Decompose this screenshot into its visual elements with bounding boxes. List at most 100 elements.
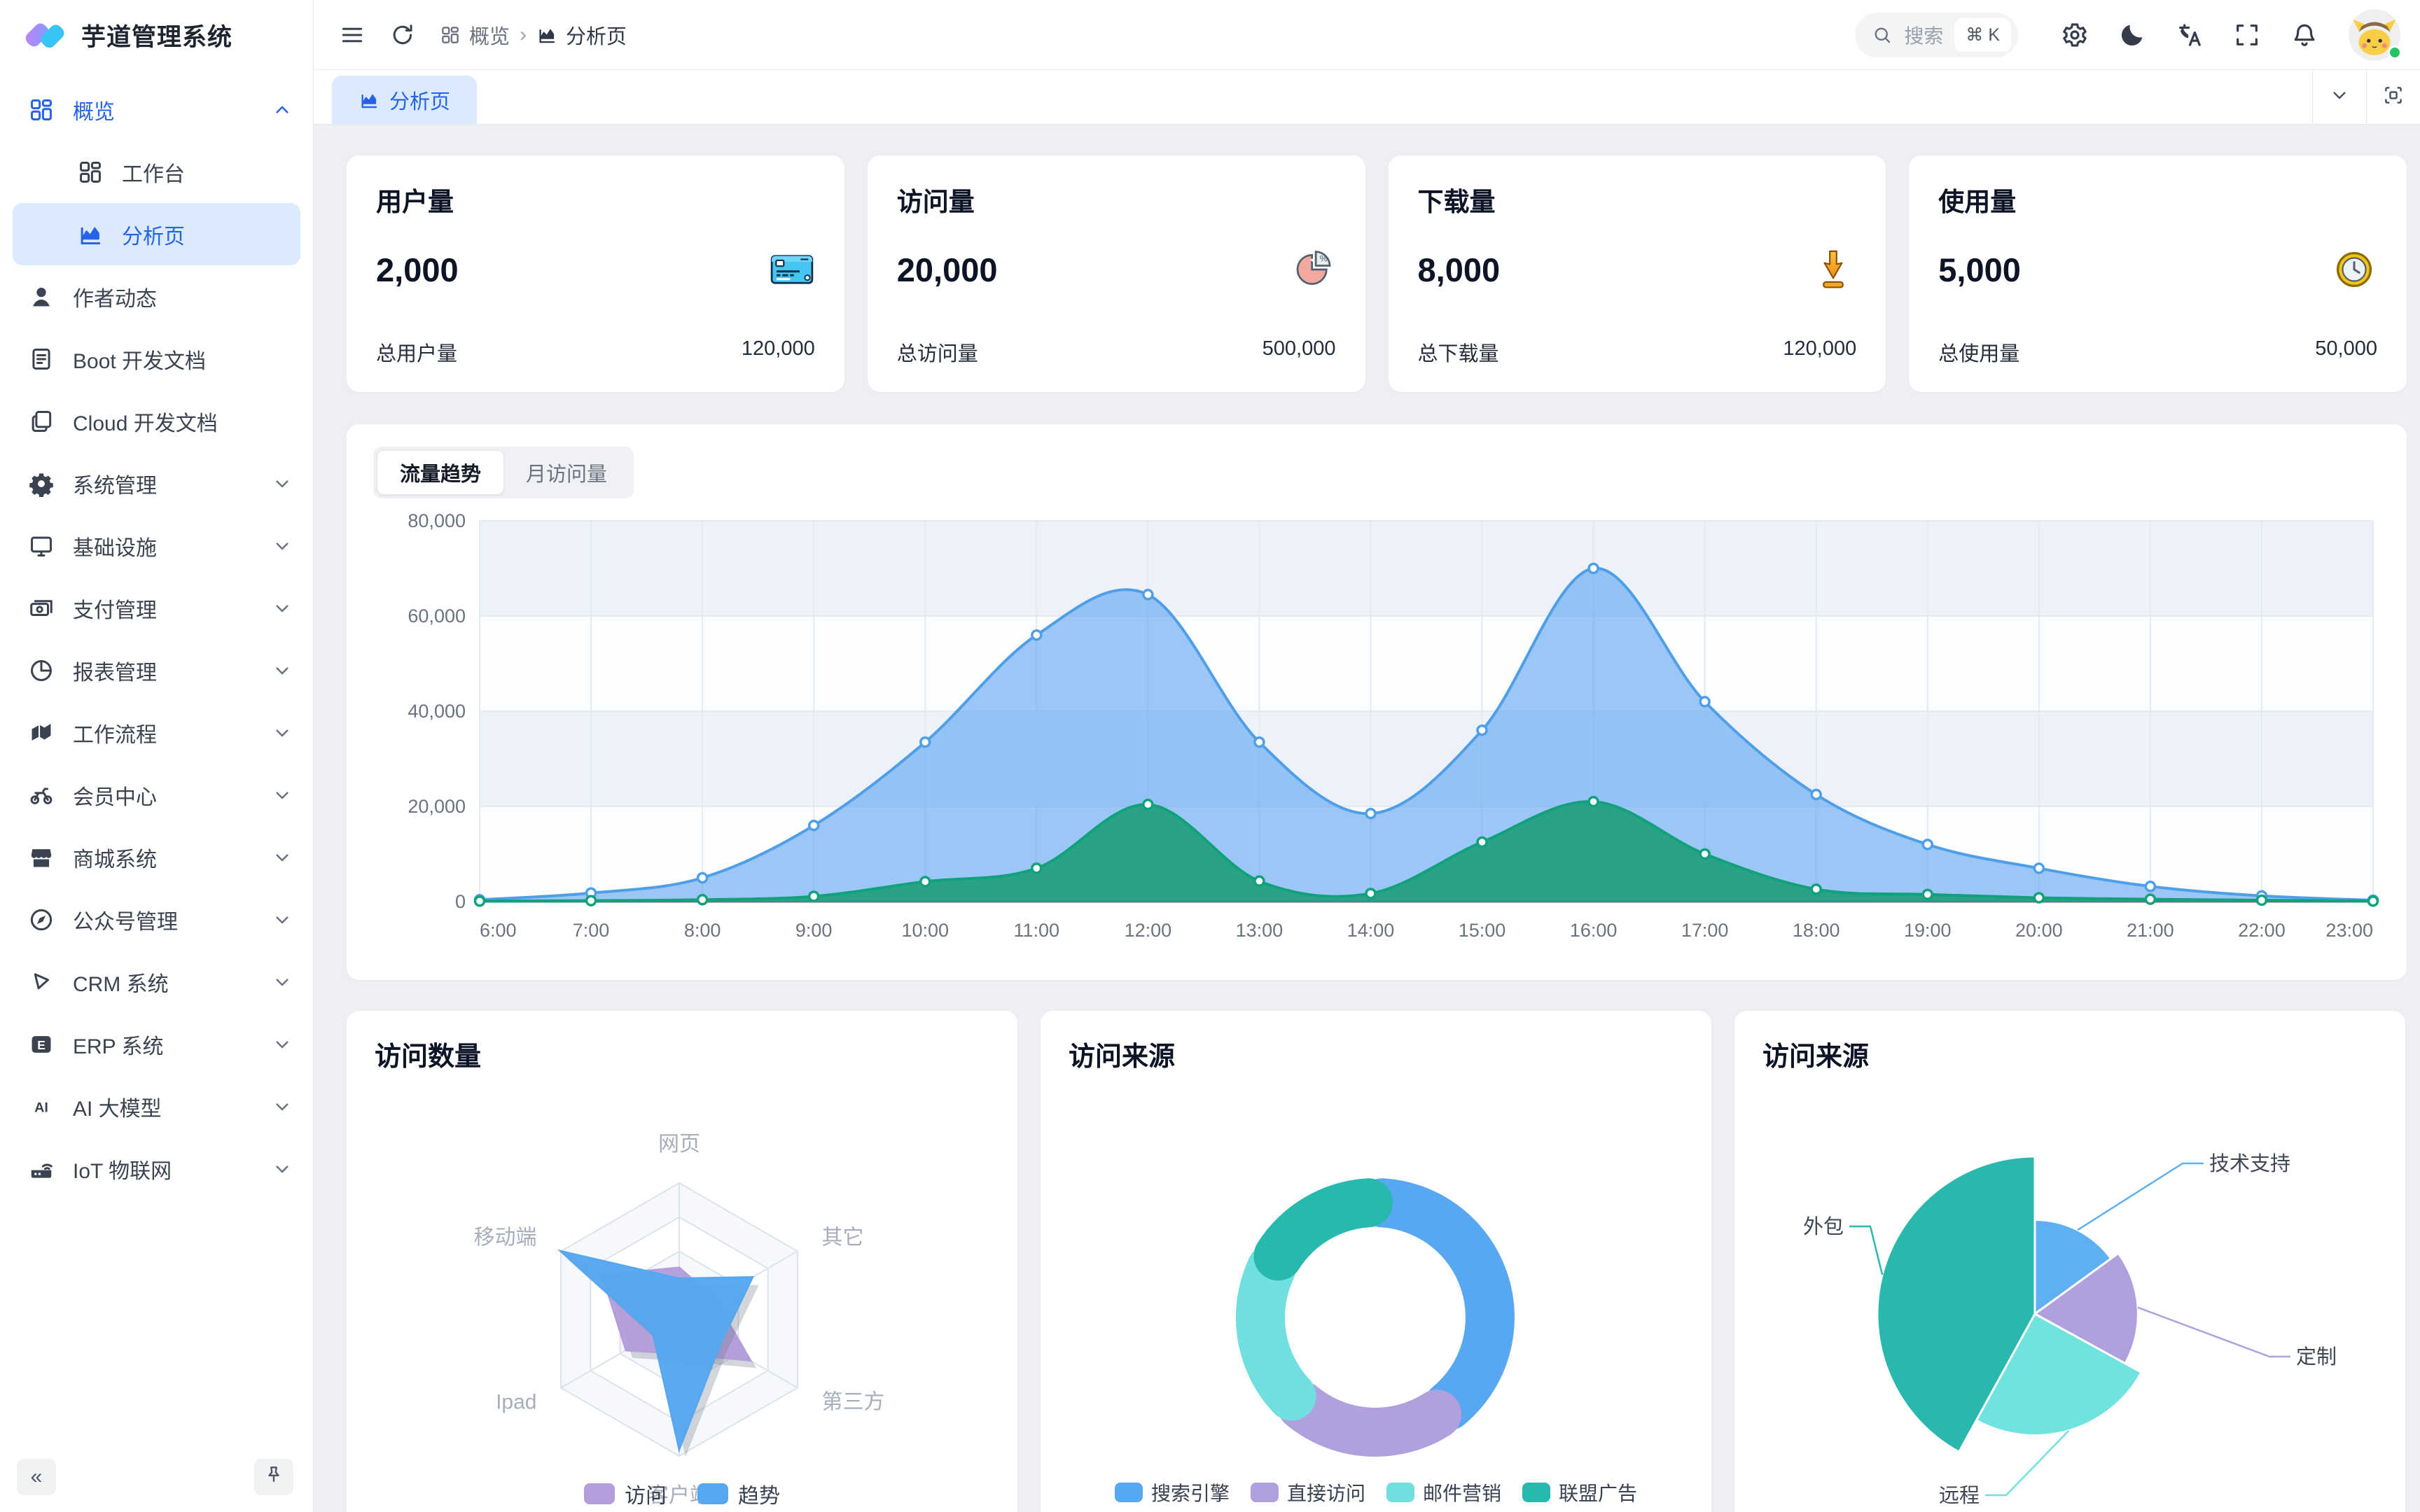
traffic-trend-chart[interactable]: 0 20,000 40,000 60,000 80,000 6:00 7:00 8:00 9:0… <box>376 505 2380 962</box>
svg-text:网页: 网页 <box>658 1133 700 1156</box>
ai-icon: AI <box>28 1093 55 1120</box>
svg-text:远程: 远程 <box>1939 1485 1980 1507</box>
chevron-down-icon <box>271 971 293 993</box>
sidebar-collapse-button[interactable]: « <box>17 1459 56 1495</box>
svg-text:12:00: 12:00 <box>1125 920 1172 941</box>
sidebar-item-12[interactable]: 商城系统 <box>0 826 313 888</box>
visit-count-radar-chart[interactable]: 网页 其它 第三方 客户端 Ipad 移动端 <box>347 1011 1017 1512</box>
download-icon <box>1810 246 1856 293</box>
erp-icon: E <box>28 1031 55 1058</box>
content-fullscreen-button[interactable] <box>2366 70 2420 124</box>
radar-legend-item-1[interactable]: 趋势 <box>697 1478 780 1509</box>
sidebar-item-2[interactable]: 分析页 <box>13 203 300 265</box>
svg-text:14:00: 14:00 <box>1347 920 1395 941</box>
sidebar-item-label: CRM 系统 <box>73 972 169 996</box>
visit-source-donut-chart[interactable] <box>1041 1011 1711 1512</box>
refresh-icon[interactable] <box>389 22 416 48</box>
sidebar-pin-button[interactable] <box>254 1459 293 1495</box>
sidebar-item-7[interactable]: 基础设施 <box>0 514 313 577</box>
sidebar-item-0[interactable]: 概览 <box>0 78 313 141</box>
svg-text:6:00: 6:00 <box>480 920 517 941</box>
breadcrumb-item-overview[interactable]: 概览 <box>440 20 510 50</box>
sidebar-item-15[interactable]: E ERP 系统 <box>0 1013 313 1075</box>
sidebar-item-label: 概览 <box>73 100 115 124</box>
tab-analysis[interactable]: 分析页 <box>332 76 478 124</box>
expand-content-icon <box>2382 84 2405 110</box>
donut-legend-item-0[interactable]: 搜索引擎 <box>1114 1478 1230 1506</box>
flow-icon <box>28 720 55 746</box>
app-logo[interactable]: 芋道管理系统 <box>0 0 313 70</box>
sidebar-item-10[interactable]: 工作流程 <box>0 701 313 764</box>
stats-row: 用户量 2,000 总用户量 120,000 访问量 20,000% 总访问量 500,000… <box>347 155 2407 392</box>
grid-icon <box>77 159 104 186</box>
chevron-down-icon <box>271 659 293 682</box>
language-translate-icon[interactable] <box>2176 21 2204 49</box>
sidebar-item-label: 会员中心 <box>73 785 157 809</box>
sidebar-item-6[interactable]: 系统管理 <box>0 452 313 514</box>
legend-label: 邮件营销 <box>1423 1483 1502 1504</box>
avatar[interactable] <box>2349 8 2402 61</box>
svg-text:40,000: 40,000 <box>408 701 466 722</box>
gear-icon <box>28 470 55 497</box>
svg-text:8:00: 8:00 <box>684 920 721 941</box>
sidebar-footer: « <box>0 1459 313 1501</box>
svg-text:20:00: 20:00 <box>2015 920 2063 941</box>
chevron-down-icon <box>271 1158 293 1180</box>
notifications-bell-icon[interactable] <box>2290 21 2318 49</box>
stat-footer-label: 总使用量 <box>1938 343 2020 365</box>
sidebar-item-5[interactable]: Cloud 开发文档 <box>0 390 313 452</box>
svg-text:20,000: 20,000 <box>408 796 466 817</box>
search-icon <box>1872 24 1893 46</box>
sidebar-item-label: Cloud 开发文档 <box>73 412 218 435</box>
trend-tab-1[interactable]: 月访问量 <box>526 463 608 486</box>
sidebar-item-1[interactable]: 工作台 <box>0 141 313 203</box>
sidebar-item-13[interactable]: 公众号管理 <box>0 888 313 951</box>
stat-footer-value: 50,000 <box>2315 337 2377 360</box>
sidebar-item-label: Boot 开发文档 <box>73 349 207 373</box>
sidebar-item-16[interactable]: AI AI 大模型 <box>0 1075 313 1138</box>
tab-list-chevron-button[interactable] <box>2312 70 2366 124</box>
sidebar-item-8[interactable]: 支付管理 <box>0 577 313 639</box>
settings-gear-icon[interactable] <box>2061 21 2089 49</box>
sidebar-item-3[interactable]: 作者动态 <box>0 265 313 328</box>
chart-icon <box>536 24 557 46</box>
sidebar-item-label: 商城系统 <box>73 848 157 872</box>
dark-mode-moon-icon[interactable] <box>2118 21 2146 49</box>
svg-text:10:00: 10:00 <box>901 920 949 941</box>
hamburger-icon[interactable] <box>339 22 366 48</box>
donut-legend-item-3[interactable]: 联盟广告 <box>1522 1478 1637 1506</box>
svg-text:定制: 定制 <box>2296 1345 2337 1368</box>
radar-legend-item-0[interactable]: 访问 <box>584 1478 667 1509</box>
legend-swatch <box>697 1483 728 1504</box>
stat-value: 8,000 <box>1417 251 1501 288</box>
fullscreen-icon[interactable] <box>2233 21 2261 49</box>
search-placeholder: 搜索 <box>1904 24 1944 47</box>
stat-title: 用户量 <box>376 188 454 216</box>
stat-title: 下载量 <box>1417 188 1496 216</box>
sidebar-menu: 概览工作台分析页 作者动态 Boot 开发文档 Cloud 开发文档系统管理 基础设施支… <box>0 78 313 1200</box>
stat-card-3: 使用量 5,000 总使用量 50,000 <box>1909 155 2407 392</box>
chevron-down-icon <box>271 1096 293 1118</box>
sidebar-item-4[interactable]: Boot 开发文档 <box>0 328 313 390</box>
sidebar-item-14[interactable]: CRM 系统 <box>0 951 313 1013</box>
breadcrumb-item-analysis[interactable]: 分析页 <box>536 20 627 50</box>
svg-text:22:00: 22:00 <box>2238 920 2286 941</box>
sidebar-item-11[interactable]: 会员中心 <box>0 764 313 826</box>
stat-value: 20,000 <box>896 251 998 288</box>
search-input[interactable]: 搜索 ⌘ K <box>1855 12 2018 57</box>
credit-card-icon <box>769 246 815 293</box>
sidebar-item-9[interactable]: 报表管理 <box>0 639 313 701</box>
visit-source-rose-chart[interactable]: 技术支持 定制 远程 外包 <box>1734 1011 2405 1512</box>
sidebar-item-17[interactable]: IoT 物联网 <box>0 1138 313 1200</box>
sidebar-item-label: 工作台 <box>122 162 185 186</box>
visit-count-card: 网页 其它 第三方 客户端 Ipad 移动端 访问数量 访问 趋势 <box>347 1011 1017 1512</box>
donut-legend-item-2[interactable]: 邮件营销 <box>1386 1478 1501 1506</box>
breadcrumb: 概览 › 分析页 <box>440 20 627 50</box>
svg-text:80,000: 80,000 <box>408 510 466 531</box>
stat-card-1: 访问量 20,000% 总访问量 500,000 <box>867 155 1365 392</box>
trend-tab-0[interactable]: 流量趋势 <box>377 451 504 494</box>
donut-legend-item-1[interactable]: 直接访问 <box>1250 1478 1365 1506</box>
bottom-cards-row: 网页 其它 第三方 客户端 Ipad 移动端 访问数量 访问 趋势 访问来源 搜索引擎 直接访… <box>347 1011 2407 1512</box>
svg-text:16:00: 16:00 <box>1570 920 1618 941</box>
pie-stat-icon: % <box>1290 246 1336 293</box>
